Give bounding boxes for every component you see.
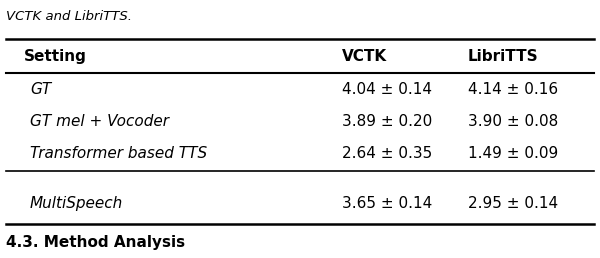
Text: GT mel + Vocoder: GT mel + Vocoder <box>30 115 169 130</box>
Text: VCTK: VCTK <box>342 49 387 64</box>
Text: Transformer based TTS: Transformer based TTS <box>30 147 207 162</box>
Text: Setting: Setting <box>24 49 87 64</box>
Text: LibriTTS: LibriTTS <box>468 49 539 64</box>
Text: 3.65 ± 0.14: 3.65 ± 0.14 <box>342 196 432 211</box>
Text: 4.04 ± 0.14: 4.04 ± 0.14 <box>342 83 432 98</box>
Text: 2.95 ± 0.14: 2.95 ± 0.14 <box>468 196 558 211</box>
Text: MultiSpeech: MultiSpeech <box>30 196 123 211</box>
Text: GT: GT <box>30 83 51 98</box>
Text: 4.3. Method Analysis: 4.3. Method Analysis <box>6 235 185 250</box>
Text: VCTK and LibriTTS.: VCTK and LibriTTS. <box>6 10 132 23</box>
Text: 3.90 ± 0.08: 3.90 ± 0.08 <box>468 115 558 130</box>
Text: 4.14 ± 0.16: 4.14 ± 0.16 <box>468 83 558 98</box>
Text: 1.49 ± 0.09: 1.49 ± 0.09 <box>468 147 558 162</box>
Text: 2.64 ± 0.35: 2.64 ± 0.35 <box>342 147 432 162</box>
Text: 3.89 ± 0.20: 3.89 ± 0.20 <box>342 115 432 130</box>
